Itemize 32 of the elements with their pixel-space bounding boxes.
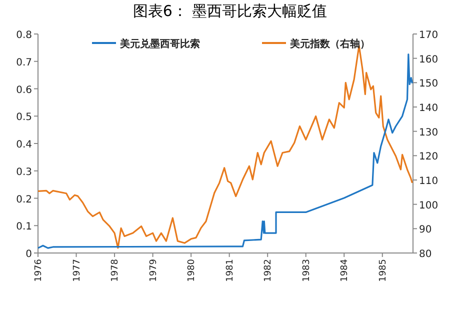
y-tick-label: 0.2 (16, 194, 32, 206)
y2-tick-label: 130 (419, 127, 438, 138)
y2-tick-label: 110 (419, 176, 438, 187)
y2-tick-label: 160 (419, 54, 438, 66)
x-tick-label: 1980 (187, 258, 198, 282)
x-tick-label: 1977 (72, 259, 82, 282)
legend-label: 美元兑墨西哥比索 (119, 38, 200, 50)
x-tick-label: 1982 (264, 259, 274, 282)
y-tick-label: 0 (26, 249, 32, 260)
y2-tick-label: 100 (419, 200, 438, 212)
y-tick-label: 0.8 (16, 30, 32, 41)
y2-tick-label: 170 (419, 30, 438, 41)
y2-tick-label: 80 (419, 249, 432, 260)
x-tick-label: 1979 (148, 258, 159, 282)
legend-label: 美元指数（右轴） (289, 38, 370, 50)
y-tick-label: 0.7 (16, 57, 32, 68)
y2-tick-label: 140 (419, 103, 438, 114)
y-tick-label: 0.1 (16, 222, 32, 233)
x-tick-label: 1978 (110, 258, 121, 282)
x-tick-label: 1976 (34, 258, 44, 282)
x-tick-label: 1984 (340, 258, 350, 282)
y2-tick-label: 150 (419, 78, 438, 90)
x-tick-label: 1981 (225, 259, 236, 282)
y2-tick-label: 90 (419, 224, 432, 236)
chart-title: 图表6： 墨西哥比索大幅贬值 (132, 2, 328, 20)
x-tick-label: 1983 (302, 259, 312, 282)
y-tick-label: 0.3 (16, 166, 32, 178)
y-tick-label: 0.5 (16, 112, 32, 124)
y-tick-label: 0.6 (16, 84, 32, 96)
x-tick-label: 1985 (378, 259, 388, 282)
y-tick-label: 0.4 (16, 140, 32, 150)
y2-tick-label: 120 (419, 152, 438, 163)
